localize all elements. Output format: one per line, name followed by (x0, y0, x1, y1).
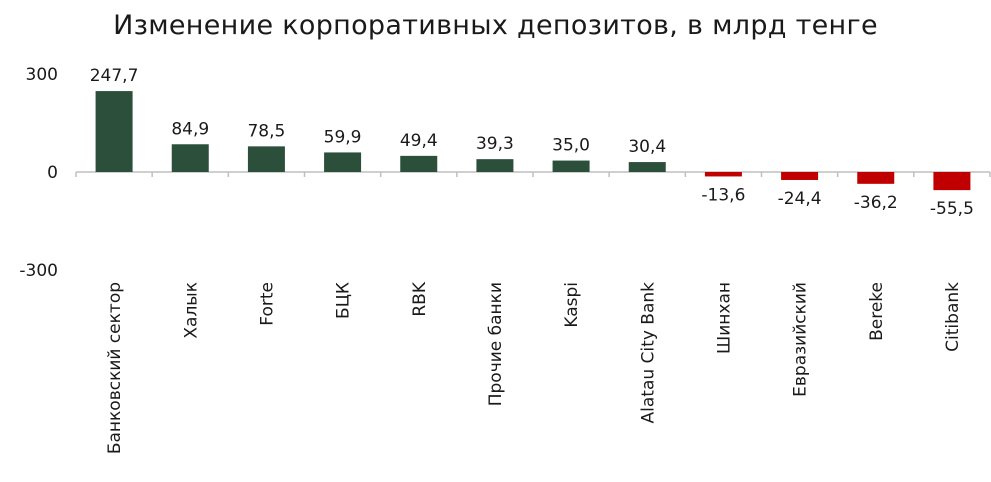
y-tick-label: -300 (19, 261, 58, 281)
category-label: Forte (257, 282, 277, 326)
bar-5 (400, 155, 438, 172)
bar-6 (476, 159, 514, 172)
category-label: Прочие банки (486, 282, 506, 406)
bar-1 (95, 91, 133, 172)
data-label: -55,5 (930, 199, 974, 219)
data-label: -36,2 (854, 193, 898, 213)
data-label: 78,5 (247, 121, 285, 141)
bar-7 (552, 160, 590, 172)
y-tick-label: 0 (47, 163, 58, 183)
category-label: RBK (410, 281, 430, 316)
chart-title: Изменение корпоративных депозитов, в млр… (113, 10, 878, 41)
category-label: Bereke (867, 282, 887, 341)
bar-2 (171, 144, 209, 172)
category-label: Евразийский (791, 282, 811, 397)
data-label: 247,7 (90, 66, 139, 86)
bar-9 (704, 172, 742, 177)
bar-8 (628, 162, 666, 172)
data-label: -13,6 (701, 185, 745, 205)
data-label: 30,4 (628, 137, 666, 157)
category-label: Alatau City Bank (638, 282, 658, 424)
bar-12 (933, 172, 971, 191)
data-label: 59,9 (324, 127, 362, 147)
data-label: 39,3 (476, 134, 514, 154)
bar-11 (857, 172, 895, 184)
category-label: Шинхан (714, 282, 734, 354)
category-label: Kaspi (562, 282, 582, 328)
data-label: 49,4 (400, 131, 438, 151)
bar-3 (247, 146, 285, 172)
y-tick-label: 300 (26, 65, 58, 85)
category-label: БЦК (334, 282, 354, 319)
data-label: 35,0 (552, 136, 590, 156)
bar-4 (324, 152, 362, 172)
bar-10 (781, 172, 819, 180)
data-label: 84,9 (171, 119, 209, 139)
category-label: Халык (181, 282, 201, 339)
category-label: Citibank (943, 282, 963, 352)
data-label: -24,4 (778, 189, 822, 209)
category-label: Банковский сектор (105, 282, 125, 454)
